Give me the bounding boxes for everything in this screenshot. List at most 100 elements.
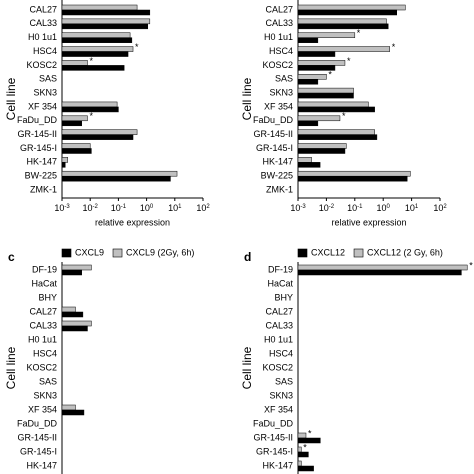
- bar: [297, 460, 302, 467]
- bar: [61, 404, 76, 411]
- bar: [61, 264, 92, 271]
- bar: [61, 60, 88, 66]
- bar: [61, 18, 151, 25]
- bar: [297, 9, 398, 16]
- category-label: CAL33: [265, 320, 293, 330]
- x-tick-label: 100: [140, 203, 154, 213]
- category-label: XF 354: [264, 404, 293, 414]
- legend-label: CXCL9: [75, 247, 104, 257]
- bar: [297, 264, 468, 271]
- x-tick-label: 101: [168, 203, 182, 213]
- category-label: FaDu_DD: [253, 418, 294, 428]
- category-label: HK-147: [26, 460, 57, 470]
- bar: [297, 51, 336, 57]
- category-label: SKN3: [269, 390, 293, 400]
- category-label: GR-145-I: [256, 446, 293, 456]
- bar: [297, 87, 354, 94]
- bar: [61, 175, 171, 182]
- significance-mark: *: [303, 442, 307, 452]
- bar: [297, 65, 336, 71]
- category-label: KOSC2: [26, 60, 57, 70]
- bar: [297, 143, 347, 149]
- x-tick-label: 101: [405, 203, 419, 213]
- bar: [297, 79, 319, 85]
- bar: [61, 311, 84, 318]
- category-label: HSC4: [33, 348, 57, 358]
- category-label: HK-147: [26, 157, 57, 167]
- x-tick-label: 10-2: [83, 203, 99, 213]
- bar: [61, 46, 134, 52]
- bar: [297, 37, 319, 43]
- category-label: ZMK-1: [266, 184, 293, 194]
- bar: [297, 101, 369, 108]
- category-label: H0 1u1: [28, 32, 57, 42]
- bar: [297, 465, 314, 472]
- x-tick-label: 10-1: [347, 203, 363, 213]
- significance-mark: *: [342, 111, 346, 121]
- bar: [61, 106, 119, 113]
- category-label: HaCat: [267, 278, 293, 288]
- category-label: HK-147: [262, 157, 293, 167]
- category-label: DF-19: [32, 264, 57, 274]
- legend-swatch: [297, 248, 308, 258]
- category-label: SAS: [39, 376, 57, 386]
- category-label: KOSC2: [262, 60, 293, 70]
- bar: [61, 37, 133, 43]
- bar: [297, 437, 321, 444]
- bar: [61, 320, 92, 327]
- category-label: XF 354: [264, 101, 293, 111]
- category-label: H0 1u1: [264, 32, 293, 42]
- category-label: KOSC2: [26, 362, 57, 372]
- category-label: XF 354: [28, 404, 57, 414]
- y-axis-label: Cell line: [240, 346, 254, 389]
- category-label: BW-225: [25, 171, 57, 181]
- category-label: GR-145-II: [17, 129, 57, 139]
- bar: [61, 120, 82, 127]
- category-label: GR-145-II: [253, 432, 293, 442]
- bar: [297, 120, 319, 127]
- bar: [61, 129, 138, 135]
- bar: [297, 4, 406, 11]
- category-label: XF 354: [28, 101, 57, 111]
- significance-mark: *: [392, 42, 396, 52]
- bar: [297, 432, 307, 439]
- bar: [61, 134, 134, 140]
- category-label: GR-145-I: [20, 143, 57, 153]
- category-label: KOSC2: [262, 362, 293, 372]
- x-tick-label: 10-1: [111, 203, 127, 213]
- category-label: GR-145-I: [20, 446, 57, 456]
- category-label: SAS: [39, 74, 57, 84]
- significance-mark: *: [308, 428, 312, 438]
- category-label: FaDu_DD: [17, 418, 58, 428]
- bar: [297, 23, 389, 30]
- significance-mark: *: [89, 56, 93, 66]
- category-label: HaCat: [31, 278, 57, 288]
- bar: [297, 74, 327, 80]
- bar: [61, 51, 129, 57]
- category-label: FaDu_DD: [17, 115, 58, 125]
- bar: [61, 115, 88, 122]
- panel-label: c: [8, 250, 15, 264]
- category-label: GR-145-II: [17, 432, 57, 442]
- legend-swatch: [61, 248, 72, 258]
- y-axis-label: Cell line: [4, 77, 18, 120]
- category-label: HSC4: [269, 348, 293, 358]
- panel-label: d: [244, 250, 251, 264]
- bar: [297, 134, 378, 140]
- category-label: CAL33: [265, 18, 293, 28]
- bar: [297, 157, 312, 163]
- category-label: CAL33: [29, 320, 57, 330]
- bar: [297, 32, 356, 38]
- bar: [61, 148, 92, 154]
- x-tick-label: 10-2: [319, 203, 335, 213]
- bar: [297, 129, 375, 135]
- category-label: GR-145-II: [253, 129, 293, 139]
- bar: [61, 9, 151, 16]
- category-label: HK-147: [262, 460, 293, 470]
- category-label: CAL27: [265, 306, 293, 316]
- category-label: SAS: [275, 74, 293, 84]
- bar: [61, 409, 85, 416]
- significance-mark: *: [89, 111, 93, 121]
- category-label: SAS: [275, 376, 293, 386]
